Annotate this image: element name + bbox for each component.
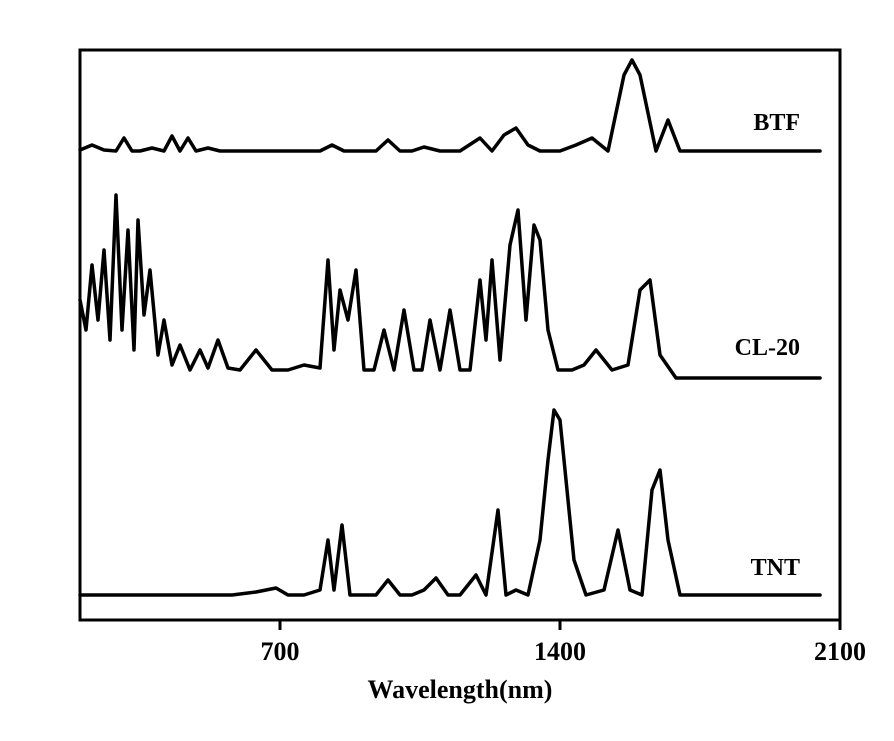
series-btf: [80, 60, 820, 151]
series-label-cl-20: CL-20: [735, 335, 800, 361]
series-tnt: [80, 410, 820, 595]
spectra-chart: 700 1400 2100 Wavelength(nm) BTF CL-20 TNT: [20, 20, 874, 721]
series-label-btf: BTF: [753, 110, 800, 136]
chart-svg: 700 1400 2100 Wavelength(nm) BTF CL-20 TNT: [20, 20, 874, 721]
series-label-tnt: TNT: [751, 555, 800, 581]
x-axis-label: Wavelength(nm): [368, 675, 553, 704]
plot-border: [80, 50, 840, 620]
series-cl-20: [80, 195, 820, 378]
x-tick-label: 2100: [814, 637, 866, 666]
x-tick-label: 700: [261, 637, 300, 666]
x-tick-label: 1400: [534, 637, 586, 666]
